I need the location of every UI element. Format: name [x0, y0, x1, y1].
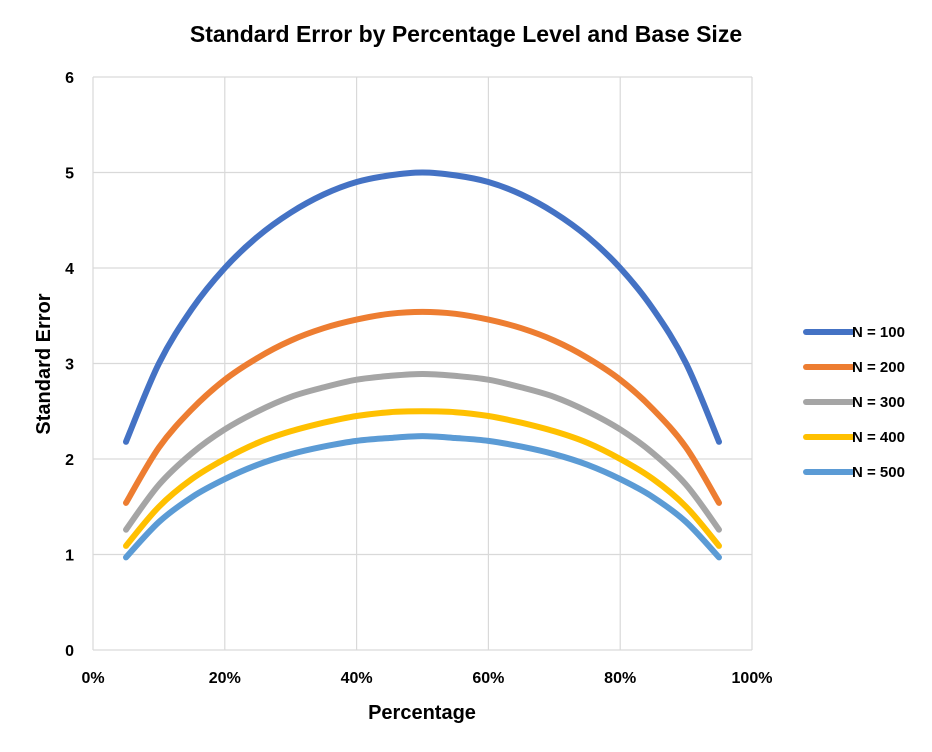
y-axis-label: Standard Error — [33, 293, 55, 434]
legend-item: N = 100 — [803, 324, 905, 341]
series-line-2 — [123, 308, 722, 506]
legend-label: N = 200 — [852, 359, 905, 376]
y-tick-label: 2 — [65, 452, 74, 469]
x-tick-label: 40% — [341, 670, 373, 687]
x-tick-label: 80% — [604, 670, 636, 687]
series-lines — [123, 169, 722, 561]
legend-label: N = 300 — [852, 394, 905, 411]
x-axis-ticks: 0% 20% 40% 60% 80% 100% — [81, 670, 772, 687]
x-tick-label: 0% — [81, 670, 104, 687]
y-tick-label: 4 — [65, 261, 74, 278]
legend-label: N = 400 — [852, 429, 905, 446]
y-tick-label: 3 — [65, 357, 74, 374]
x-tick-label: 100% — [732, 670, 773, 687]
x-axis-label: Percentage — [368, 702, 476, 724]
legend-label: N = 500 — [852, 464, 905, 481]
y-tick-label: 1 — [65, 548, 74, 565]
series-line-4 — [123, 408, 722, 549]
legend-item: N = 400 — [803, 429, 905, 446]
legend-item: N = 200 — [803, 359, 905, 376]
chart-title: Standard Error by Percentage Level and B… — [190, 21, 742, 47]
series-line-3 — [123, 371, 722, 533]
y-tick-label: 6 — [65, 70, 74, 87]
x-tick-label: 20% — [209, 670, 241, 687]
legend-item: N = 500 — [803, 464, 905, 481]
series-line-1 — [123, 169, 722, 445]
legend-item: N = 300 — [803, 394, 905, 411]
legend-label: N = 100 — [852, 324, 905, 341]
gridlines — [92, 76, 753, 651]
series-line-5 — [123, 433, 722, 561]
legend: N = 100 N = 200 N = 300 N = 400 N = 500 — [803, 324, 905, 481]
y-tick-label: 5 — [65, 166, 74, 183]
y-axis-ticks: 0 1 2 3 4 5 6 — [65, 70, 74, 660]
x-tick-label: 60% — [472, 670, 504, 687]
y-tick-label: 0 — [65, 643, 74, 660]
